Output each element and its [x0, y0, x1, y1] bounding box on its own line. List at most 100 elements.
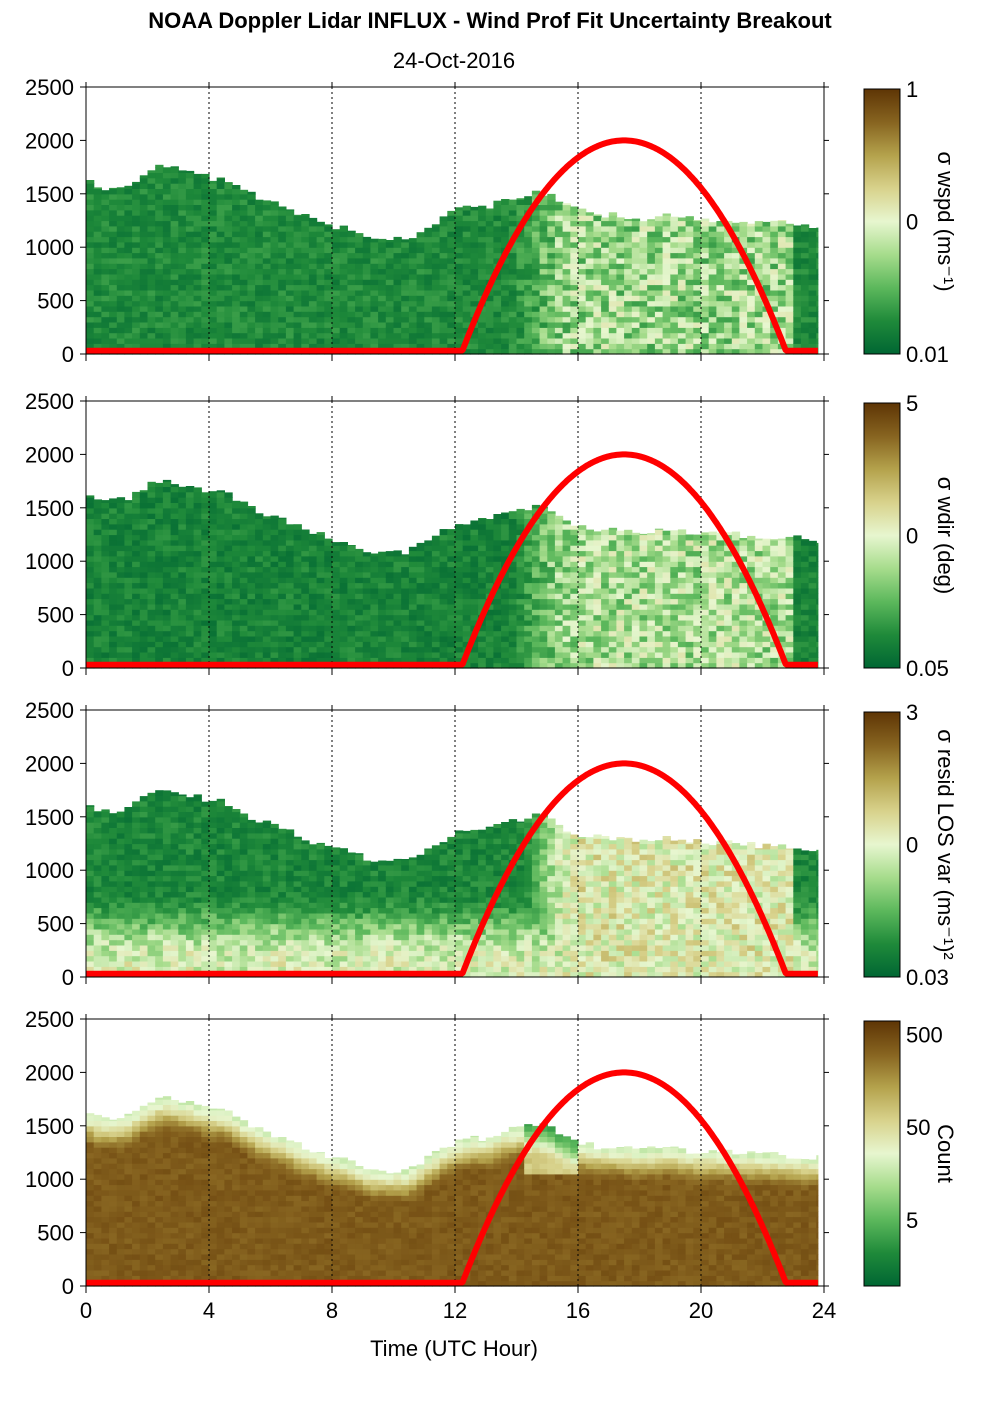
heatmap-cell [155, 625, 163, 631]
heatmap-cell [117, 290, 125, 296]
heatmap-cell [255, 295, 263, 301]
heatmap-cell [540, 263, 548, 269]
heatmap-cell [432, 593, 440, 599]
heatmap-cell [578, 636, 586, 642]
heatmap-cell [486, 519, 494, 524]
heatmap-cell [340, 263, 348, 269]
heatmap-cell [816, 258, 818, 264]
heatmap-cell [163, 593, 171, 599]
heatmap-cell [163, 652, 171, 658]
heatmap-cell [470, 210, 478, 216]
heatmap-cell [463, 210, 471, 216]
heatmap-cell [509, 636, 517, 642]
heatmap-cell [324, 226, 332, 232]
heatmap-cell [163, 561, 171, 567]
heatmap-cell [578, 577, 586, 583]
heatmap-cell [647, 647, 655, 653]
heatmap-cell [240, 535, 248, 541]
heatmap-cell [317, 583, 325, 589]
heatmap-cell [739, 301, 747, 307]
heatmap-cell [455, 333, 463, 339]
heatmap-cell [286, 295, 294, 301]
heatmap-cell [793, 247, 801, 253]
heatmap-cell [286, 540, 294, 546]
heatmap-cell [378, 274, 386, 280]
heatmap-cell [201, 535, 209, 541]
heatmap-cell [563, 290, 571, 296]
heatmap-cell [770, 247, 778, 253]
heatmap-cell [586, 327, 594, 333]
heatmap-cell [424, 625, 432, 631]
heatmap-cell [263, 258, 271, 264]
heatmap-cell [271, 615, 279, 621]
heatmap-cell [440, 604, 448, 610]
heatmap-cell [117, 609, 125, 615]
heatmap-cell [417, 556, 425, 562]
heatmap-cell [624, 540, 632, 546]
heatmap-cell [447, 652, 455, 658]
heatmap-cell [586, 279, 594, 285]
heatmap-cell [332, 647, 340, 653]
heatmap-cell [101, 258, 109, 264]
heatmap-cell [386, 615, 394, 621]
heatmap-cell [201, 497, 209, 503]
heatmap-cell [570, 647, 578, 653]
heatmap-cell [570, 301, 578, 307]
heatmap-cell [524, 301, 532, 307]
heatmap-cell [86, 242, 94, 248]
heatmap-cell [686, 317, 694, 323]
heatmap-cell [593, 604, 601, 610]
heatmap-cell [647, 620, 655, 626]
heatmap-cell [94, 503, 102, 509]
heatmap-cell [709, 258, 717, 264]
heatmap-cell [640, 620, 648, 626]
heatmap-cell [263, 545, 271, 551]
heatmap-cell [332, 285, 340, 291]
heatmap-cell [424, 274, 432, 280]
heatmap-cell [655, 306, 663, 312]
heatmap-cell [140, 205, 148, 211]
heatmap-cell [178, 487, 186, 493]
heatmap-cell [278, 561, 286, 567]
heatmap-cell [340, 636, 348, 642]
heatmap-cell [255, 247, 263, 253]
heatmap-cell [601, 242, 609, 248]
heatmap-cell [363, 641, 371, 647]
heatmap-cell [255, 561, 263, 567]
heatmap-cell [447, 577, 455, 583]
heatmap-cell [586, 212, 594, 215]
heatmap-cell [647, 301, 655, 307]
heatmap-cell [586, 551, 594, 557]
heatmap-cell [478, 210, 486, 216]
heatmap-cell [201, 237, 209, 243]
heatmap-cell [255, 311, 263, 317]
heatmap-cell [332, 253, 340, 259]
heatmap-cell [463, 609, 471, 615]
heatmap-cell [155, 322, 163, 328]
heatmap-cell [178, 253, 186, 259]
heatmap-cell [286, 231, 294, 237]
heatmap-cell [94, 269, 102, 275]
heatmap-cell [517, 210, 525, 216]
heatmap-cell [524, 338, 532, 344]
heatmap-cell [586, 641, 594, 647]
heatmap-cell [217, 625, 225, 631]
heatmap-cell [570, 210, 578, 216]
heatmap-cell [793, 306, 801, 312]
heatmap-cell [678, 226, 686, 232]
heatmap-cell [240, 285, 248, 291]
heatmap-cell [209, 205, 217, 211]
heatmap-cell [163, 647, 171, 653]
heatmap-cell [709, 279, 717, 285]
heatmap-cell [171, 317, 179, 323]
heatmap-cell [593, 609, 601, 615]
heatmap-cell [217, 194, 225, 200]
heatmap-cell [486, 263, 494, 269]
heatmap-cell [709, 269, 717, 275]
heatmap-cell [317, 322, 325, 328]
heatmap-cell [570, 599, 578, 605]
heatmap-cell [786, 301, 794, 307]
heatmap-cell [224, 215, 232, 221]
heatmap-cell [593, 551, 601, 557]
heatmap-cell [378, 253, 386, 259]
